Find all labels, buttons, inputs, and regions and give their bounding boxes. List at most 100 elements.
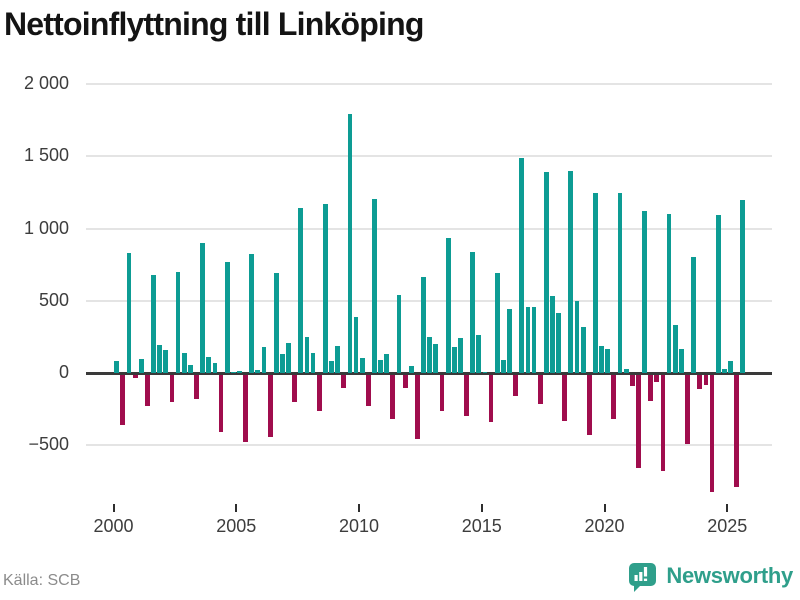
bar-2023-K4 xyxy=(697,374,703,389)
newsworthy-wordmark: Newsworthy xyxy=(666,563,793,588)
bar-2001-K4 xyxy=(157,344,163,373)
bar-2013-K1 xyxy=(433,344,439,373)
x-axis-tick-label: 2015 xyxy=(461,516,502,536)
gridline xyxy=(86,299,772,302)
bar-2005-K2 xyxy=(243,374,248,442)
bar-2011-K2 xyxy=(390,374,396,419)
bar-2009-K1 xyxy=(335,346,341,373)
gridline xyxy=(86,155,772,158)
bar-2010-K4 xyxy=(378,359,384,373)
bar-2004-K1 xyxy=(212,362,218,373)
bar-2011-K3 xyxy=(396,294,402,373)
bar-2001-K2 xyxy=(144,374,150,407)
x-axis-tick-label: 2010 xyxy=(338,516,380,536)
bar-2011-K4 xyxy=(402,374,408,388)
x-axis-tick xyxy=(235,504,238,512)
bar-2004-K4 xyxy=(230,371,236,373)
bar-2009-K4 xyxy=(353,317,359,373)
bar-2007-K3 xyxy=(298,208,304,373)
bar-2019-K1 xyxy=(580,327,586,373)
x-axis-tick xyxy=(480,504,483,512)
bar-2000-K4 xyxy=(132,374,138,379)
bar-2013-K2 xyxy=(439,374,445,411)
bar-2016-K2 xyxy=(513,374,519,397)
y-axis-tick-label: 500 xyxy=(38,289,69,310)
bar-2024-K1 xyxy=(703,374,709,386)
bar-2008-K4 xyxy=(329,360,334,373)
bar-2025-K3 xyxy=(740,200,746,373)
y-axis-tick-label: 1 000 xyxy=(23,217,69,238)
x-axis-tick xyxy=(603,504,606,512)
bar-2015-K3 xyxy=(494,272,500,373)
bar-2004-K2 xyxy=(218,374,224,433)
bar-2003-K4 xyxy=(206,357,212,373)
bar-2024-K3 xyxy=(715,215,721,373)
bar-2025-K2 xyxy=(734,374,739,488)
bar-2000-K1 xyxy=(114,361,120,373)
x-axis-tick-label: 2025 xyxy=(707,516,748,536)
bar-2015-K2 xyxy=(488,374,494,423)
bar-2014-K1 xyxy=(458,338,463,373)
bar-2012-K2 xyxy=(415,374,420,439)
bar-2002-K1 xyxy=(163,349,169,373)
bar-2013-K3 xyxy=(445,237,451,373)
bar-2021-K4 xyxy=(648,374,654,401)
bar-2006-K3 xyxy=(273,272,279,373)
x-axis-tick-label: 2000 xyxy=(93,516,134,536)
bar-2019-K3 xyxy=(593,193,598,373)
bar-2014-K3 xyxy=(470,252,476,373)
y-axis-tick-label: −500 xyxy=(28,434,69,455)
bar-2003-K2 xyxy=(194,374,199,400)
bar-2017-K4 xyxy=(550,295,555,373)
newsworthy-logo[interactable]: Newsworthy xyxy=(626,560,793,592)
bar-2023-K1 xyxy=(678,349,684,373)
bar-2012-K3 xyxy=(421,276,426,373)
bar-2024-K4 xyxy=(721,369,727,373)
x-axis-tick-label: 2005 xyxy=(216,516,257,536)
bar-2025-K1 xyxy=(728,360,733,373)
bar-2003-K1 xyxy=(187,365,193,373)
bar-2010-K2 xyxy=(365,374,371,407)
bar-2003-K3 xyxy=(200,242,206,373)
bar-2005-K1 xyxy=(237,370,242,373)
x-axis-tick xyxy=(112,504,115,512)
bar-2022-K3 xyxy=(666,214,672,373)
bar-2002-K4 xyxy=(181,353,187,373)
bar-2018-K3 xyxy=(568,170,574,373)
bar-2000-K2 xyxy=(120,374,126,426)
bar-2001-K3 xyxy=(151,274,156,373)
gridline xyxy=(86,227,772,230)
bar-2022-K2 xyxy=(660,374,666,472)
bar-2001-K1 xyxy=(138,359,144,373)
bar-2014-K4 xyxy=(476,334,482,373)
bar-2005-K3 xyxy=(249,253,255,373)
bar-2020-K1 xyxy=(605,349,611,373)
bar-2018-K2 xyxy=(562,374,568,421)
bar-2018-K4 xyxy=(574,300,580,373)
bar-2013-K4 xyxy=(451,346,457,373)
bar-2010-K3 xyxy=(372,198,377,373)
bar-2023-K3 xyxy=(691,257,697,373)
x-axis-tick-label: 2020 xyxy=(584,516,625,536)
bar-2024-K2 xyxy=(709,374,715,493)
y-axis-tick-label: 0 xyxy=(58,362,69,382)
bar-2016-K4 xyxy=(525,307,531,373)
zero-axis-line xyxy=(86,371,772,375)
bar-2006-K1 xyxy=(261,346,267,373)
gridline xyxy=(86,83,772,85)
bar-2008-K3 xyxy=(322,203,328,373)
y-axis-tick-label: 1 500 xyxy=(23,145,69,166)
bar-2006-K2 xyxy=(267,374,273,437)
bar-2022-K4 xyxy=(672,324,678,373)
bar-2008-K2 xyxy=(316,374,322,412)
bar-2020-K4 xyxy=(623,368,629,373)
bar-2011-K1 xyxy=(384,354,390,373)
bar-2022-K1 xyxy=(654,374,660,382)
bar-2002-K3 xyxy=(175,271,181,373)
gridline xyxy=(86,444,772,447)
bar-2007-K1 xyxy=(286,342,291,373)
bar-2021-K3 xyxy=(642,211,647,373)
bar-2015-K4 xyxy=(500,359,506,373)
source-note: Källa: SCB xyxy=(3,572,81,589)
bar-2007-K4 xyxy=(304,336,310,373)
